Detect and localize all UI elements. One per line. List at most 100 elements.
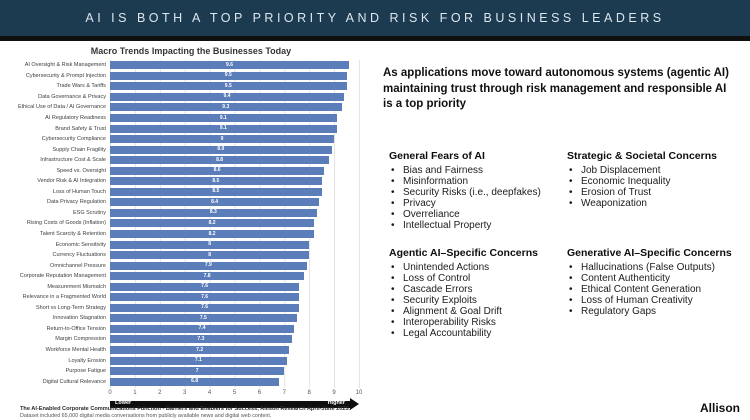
bullet-icon: • — [569, 284, 573, 295]
list-item-text: Erosion of Trust — [581, 187, 652, 198]
bar-category-label: Margin Compression — [55, 336, 106, 343]
bar-track: 7.6 — [110, 293, 359, 302]
bullet-icon: • — [569, 165, 573, 176]
bar-value-label: 7.8 — [203, 272, 211, 279]
bar-value-label: 8.5 — [212, 177, 220, 184]
bar: 9.3 — [110, 103, 342, 112]
concern-section: Generative AI–Specific Concerns • Hallucin… — [567, 247, 737, 339]
bar: 8.9 — [110, 145, 332, 154]
list-item-text: Security Risks (i.e., deepfakes) — [403, 187, 541, 198]
list-item-text: Privacy — [403, 198, 436, 209]
bar-value-label: 7.5 — [199, 314, 207, 321]
bar-category-label: AI Oversight & Risk Management — [24, 62, 106, 69]
x-axis-tick: 4 — [207, 390, 212, 396]
bullet-icon: • — [569, 306, 573, 317]
bar: 9.1 — [110, 114, 337, 122]
bar-track: 7.3 — [110, 335, 359, 344]
bar: 8 — [110, 240, 310, 249]
source-line-2: Dataset included 65,000 digital media co… — [20, 412, 272, 419]
list-item: • Unintended Actions — [389, 262, 567, 273]
bar-row: Trade Wars & Tariffs 9.5 — [6, 81, 359, 92]
bar-value-label: 6.8 — [191, 378, 199, 385]
bar-category-label: Data Governance & Privacy — [38, 93, 106, 100]
bar-value-label: 8.9 — [217, 146, 225, 153]
bar-track: 7.6 — [110, 282, 359, 291]
bar-row: Purpose Fatigue 7 — [6, 366, 359, 377]
list-item-text: Security Exploits — [403, 295, 477, 306]
bar-category-label: Relevance in a Fragmented World — [22, 294, 106, 301]
bar-category-label: Speed vs. Oversight — [56, 167, 106, 174]
bar-category-label: Trade Wars & Tariffs — [56, 83, 106, 90]
section-list: • Job Displacement • Economic Inequality • Er… — [567, 165, 737, 209]
bar-track: 7.1 — [110, 356, 359, 365]
bar-track: 8.5 — [110, 177, 359, 186]
bar-row: Relevance in a Fragmented World 7.6 — [6, 292, 359, 303]
list-item: • Security Risks (i.e., deepfakes) — [389, 187, 567, 198]
arrow-head-icon — [350, 398, 359, 410]
list-item: • Economic Inequality — [567, 176, 737, 187]
list-item-text: Content Authenticity — [581, 273, 670, 284]
list-item-text: Unintended Actions — [403, 262, 490, 273]
bar-category-label: Loyalty Erosion — [68, 357, 106, 364]
bar: 7.4 — [110, 324, 295, 333]
list-item: • Hallucinations (False Outputs) — [567, 262, 737, 273]
bar: 9.6 — [110, 61, 350, 70]
bar-row: Currency Fluctuations 8 — [6, 250, 359, 261]
bullet-icon: • — [391, 317, 395, 328]
bar-track: 8.4 — [110, 198, 359, 207]
list-item: • Bias and Fairness — [389, 165, 567, 176]
lower-higher-arrow: Lower Higher — [110, 398, 359, 410]
x-axis-tick: 8 — [307, 390, 311, 396]
bar-value-label: 9.3 — [222, 103, 230, 110]
bar-row: Cybersecurity Compliance 9 — [6, 134, 359, 145]
bar-category-label: Return-to-Office Tension — [46, 325, 106, 332]
bar-category-label: Ethical Use of Data / AI Governance — [17, 104, 106, 111]
bar-row: Economic Sensitivity 8 — [6, 239, 359, 250]
bar-row: Speed vs. Oversight 8.6 — [6, 165, 359, 176]
bar-value-label: 7.4 — [198, 325, 206, 332]
bar-category-label: AI Regulatory Readiness — [45, 115, 106, 121]
bar: 8.6 — [110, 166, 325, 175]
list-item-text: Hallucinations (False Outputs) — [581, 262, 715, 273]
bar-row: Infrastructure Cost & Scale 8.8 — [6, 155, 359, 166]
list-item-text: Interoperability Risks — [403, 317, 496, 328]
key-message: As applications move toward autonomous s… — [383, 67, 729, 111]
x-axis-tick: 2 — [158, 390, 162, 396]
bar-track: 6.8 — [110, 377, 359, 386]
bar-track: 7.2 — [110, 346, 359, 355]
bar-value-label: 7.2 — [196, 346, 204, 353]
bar: 8.3 — [110, 208, 317, 217]
bullet-icon: • — [391, 198, 395, 209]
list-item-text: Regulatory Gaps — [581, 306, 657, 317]
allison-logo: Allison — [699, 401, 740, 415]
bar-track: 8 — [110, 240, 359, 249]
bar-row: AI Regulatory Readiness 9.1 — [6, 113, 359, 124]
list-item-text: Ethical Content Generation — [581, 284, 702, 295]
bar-category-label: Talent Scarcity & Retention — [39, 231, 106, 238]
bar-value-label: 9.4 — [223, 93, 231, 100]
bar-row: Talent Scarcity & Retention 8.2 — [6, 229, 359, 240]
concern-section: Agentic AI–Specific Concerns • Unintended … — [389, 247, 567, 339]
bullet-icon: • — [391, 220, 395, 231]
bar-row: Vendor Risk & AI Integration 8.5 — [6, 176, 359, 187]
bar-category-label: Purpose Fatigue — [65, 368, 106, 375]
bar: 7 — [110, 367, 285, 376]
bar-value-label: 7.6 — [201, 293, 209, 300]
bar-row: Loss of Human Touch 8.5 — [6, 187, 359, 198]
bar-value-label: 8.3 — [209, 209, 217, 216]
bar-value-label: 8 — [208, 241, 211, 248]
list-item: • Misinformation — [389, 176, 567, 187]
bar-track: 7.5 — [110, 314, 359, 323]
bar: 8 — [110, 251, 310, 260]
section-list: • Unintended Actions • Loss of Control • Casc… — [389, 262, 567, 339]
bar-category-label: Vendor Risk & AI Integration — [37, 178, 106, 185]
x-axis-tick: 0 — [108, 390, 112, 396]
header-banner: AI IS BOTH A TOP PRIORITY AND RISK FOR B… — [0, 0, 750, 36]
source-footnote: The AI-Enabled Corporate Communications … — [20, 406, 350, 419]
bar-category-label: Short vs Long-Term Strategy — [35, 304, 106, 311]
bar-category-label: Brand Safety & Trust — [55, 125, 106, 132]
bullet-icon: • — [391, 187, 395, 198]
bar: 7.2 — [110, 346, 290, 355]
bar-value-label: 9.5 — [224, 72, 232, 79]
bar-category-label: Rising Costs of Goods (Inflation) — [26, 220, 106, 227]
